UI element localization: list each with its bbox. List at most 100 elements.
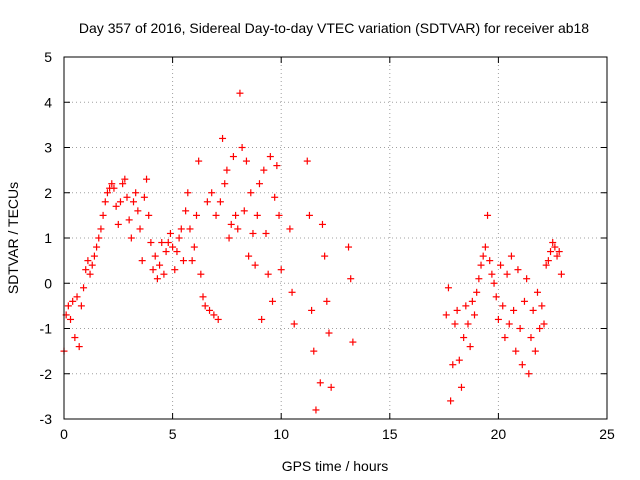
data-point bbox=[234, 225, 242, 233]
x-tick-label: 0 bbox=[60, 426, 68, 442]
y-tick-label: -1 bbox=[40, 321, 53, 337]
y-tick-label: -3 bbox=[40, 411, 53, 427]
y-tick-label: 1 bbox=[44, 230, 52, 246]
y-axis-label: SDTVAR / TECUs bbox=[5, 182, 21, 294]
data-point bbox=[520, 297, 528, 305]
data-point bbox=[149, 266, 157, 274]
data-point bbox=[127, 234, 135, 242]
data-point bbox=[99, 211, 107, 219]
data-point bbox=[262, 229, 270, 237]
data-point bbox=[90, 252, 98, 260]
data-point bbox=[258, 315, 266, 323]
data-point bbox=[238, 144, 246, 151]
data-point bbox=[169, 243, 177, 251]
data-point bbox=[136, 225, 144, 233]
data-point bbox=[507, 252, 515, 260]
data-point bbox=[275, 211, 283, 219]
data-point bbox=[119, 180, 127, 188]
y-axis-ticks: -3 -2 -1 0 1 2 3 4 5 bbox=[40, 49, 607, 427]
data-point bbox=[75, 343, 83, 351]
data-point bbox=[457, 383, 465, 391]
data-point bbox=[97, 225, 105, 233]
x-axis-ticks: 0 5 10 15 20 25 bbox=[60, 57, 615, 442]
data-point bbox=[345, 243, 353, 251]
data-point bbox=[527, 334, 535, 342]
x-tick-label: 5 bbox=[169, 426, 177, 442]
data-point bbox=[553, 252, 561, 260]
data-point bbox=[555, 248, 563, 256]
data-point bbox=[145, 211, 153, 219]
data-point bbox=[557, 270, 565, 278]
data-point bbox=[134, 207, 142, 215]
data-point bbox=[210, 311, 218, 319]
data-point bbox=[529, 306, 537, 314]
x-axis-label: GPS time / hours bbox=[282, 458, 389, 474]
data-point bbox=[116, 198, 124, 206]
data-point bbox=[229, 153, 237, 161]
data-point bbox=[140, 193, 148, 201]
data-point bbox=[173, 248, 181, 256]
data-point bbox=[232, 211, 240, 219]
data-point bbox=[514, 266, 522, 274]
data-point bbox=[475, 275, 483, 283]
data-point bbox=[182, 207, 190, 215]
data-point bbox=[310, 347, 318, 355]
data-point bbox=[166, 229, 174, 237]
y-tick-label: 2 bbox=[44, 185, 52, 201]
data-point bbox=[269, 297, 277, 305]
x-tick-label: 15 bbox=[382, 426, 398, 442]
data-point bbox=[494, 315, 502, 323]
data-point bbox=[538, 302, 546, 310]
data-point bbox=[249, 229, 257, 237]
data-point bbox=[453, 306, 461, 314]
data-point bbox=[240, 207, 248, 215]
data-point bbox=[497, 261, 505, 269]
data-point bbox=[186, 225, 194, 233]
data-point bbox=[179, 257, 187, 265]
data-point bbox=[455, 356, 463, 364]
data-point bbox=[481, 243, 489, 251]
data-point bbox=[206, 306, 214, 314]
data-point bbox=[216, 198, 224, 206]
data-point bbox=[449, 361, 457, 369]
data-point bbox=[110, 184, 118, 192]
data-point bbox=[492, 293, 500, 301]
data-point bbox=[473, 288, 481, 296]
data-point bbox=[192, 211, 200, 219]
data-point bbox=[77, 302, 85, 310]
data-point bbox=[158, 239, 166, 247]
data-point bbox=[503, 270, 511, 278]
data-point bbox=[108, 180, 116, 188]
data-point bbox=[84, 257, 92, 265]
data-point bbox=[549, 239, 557, 247]
data-point bbox=[208, 189, 216, 197]
data-point bbox=[95, 234, 103, 242]
data-point bbox=[225, 234, 233, 242]
data-point bbox=[523, 275, 531, 283]
data-point bbox=[451, 320, 459, 328]
data-point bbox=[156, 261, 164, 269]
chart-title: Day 357 of 2016, Sidereal Day-to-day VTE… bbox=[79, 20, 589, 36]
data-point bbox=[447, 397, 455, 405]
data-point bbox=[80, 284, 88, 292]
data-point bbox=[64, 302, 72, 310]
data-point bbox=[308, 306, 316, 314]
y-tick-label: 3 bbox=[44, 140, 52, 156]
data-point bbox=[160, 270, 168, 278]
data-point bbox=[190, 243, 198, 251]
data-point bbox=[93, 243, 101, 251]
x-tick-label: 25 bbox=[599, 426, 615, 442]
data-point bbox=[162, 248, 170, 256]
x-tick-label: 10 bbox=[273, 426, 289, 442]
data-point bbox=[327, 383, 335, 391]
data-point bbox=[121, 175, 129, 183]
data-point bbox=[203, 198, 211, 206]
data-point bbox=[290, 320, 298, 328]
data-point bbox=[312, 406, 320, 414]
data-point bbox=[114, 220, 122, 228]
x-tick-label: 20 bbox=[491, 426, 507, 442]
data-point bbox=[253, 211, 261, 219]
data-point bbox=[242, 157, 250, 165]
data-point bbox=[516, 325, 524, 332]
